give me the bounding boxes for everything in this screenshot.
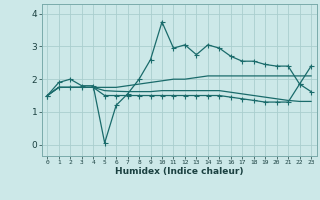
X-axis label: Humidex (Indice chaleur): Humidex (Indice chaleur)	[115, 167, 244, 176]
